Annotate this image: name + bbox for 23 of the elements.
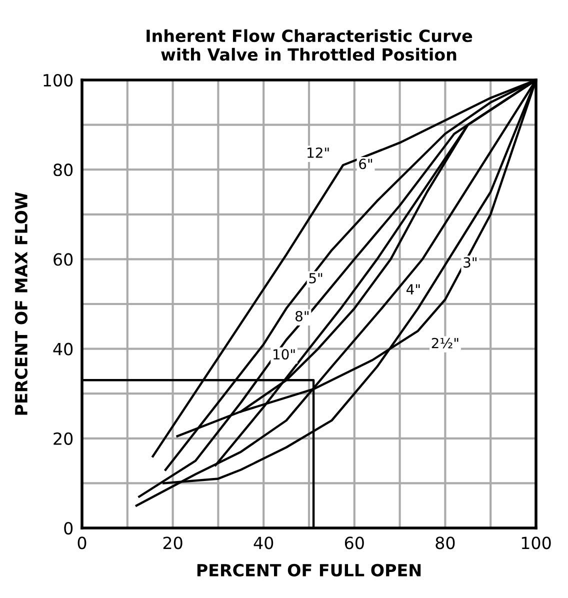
- annotation: 4": [406, 284, 420, 294]
- x-tick-label: 40: [254, 536, 274, 550]
- x-axis-title: PERCENT OF FULL OPEN: [197, 564, 421, 576]
- x-tick-label: 100: [522, 536, 551, 550]
- y-tick-label: 20: [54, 432, 73, 445]
- annotation: 8": [296, 310, 308, 322]
- x-tick-label: 80: [436, 536, 455, 550]
- y-axis-title: PERCENT OF MAX FLOW: [14, 192, 28, 415]
- x-tick-label: 0: [78, 536, 86, 550]
- y-tick-label: 40: [53, 342, 73, 356]
- annotation: 12": [308, 147, 329, 158]
- annotation: 5": [309, 273, 322, 284]
- y-tick-label: 80: [54, 164, 73, 176]
- x-tick-label: 20: [163, 536, 182, 550]
- x-tick-label: 60: [344, 536, 364, 550]
- annotation: 3": [464, 257, 476, 268]
- annotation: 6": [359, 158, 372, 170]
- y-tick-label: 60: [54, 253, 73, 266]
- annotation: 10": [274, 349, 295, 360]
- y-tick-label: 0: [64, 522, 73, 535]
- annotation: 2½": [432, 338, 458, 348]
- y-tick-label: 100: [44, 74, 73, 87]
- chart-title: Inherent Flow Characteristic Curve with Valve in Throttled Position: [146, 29, 472, 61]
